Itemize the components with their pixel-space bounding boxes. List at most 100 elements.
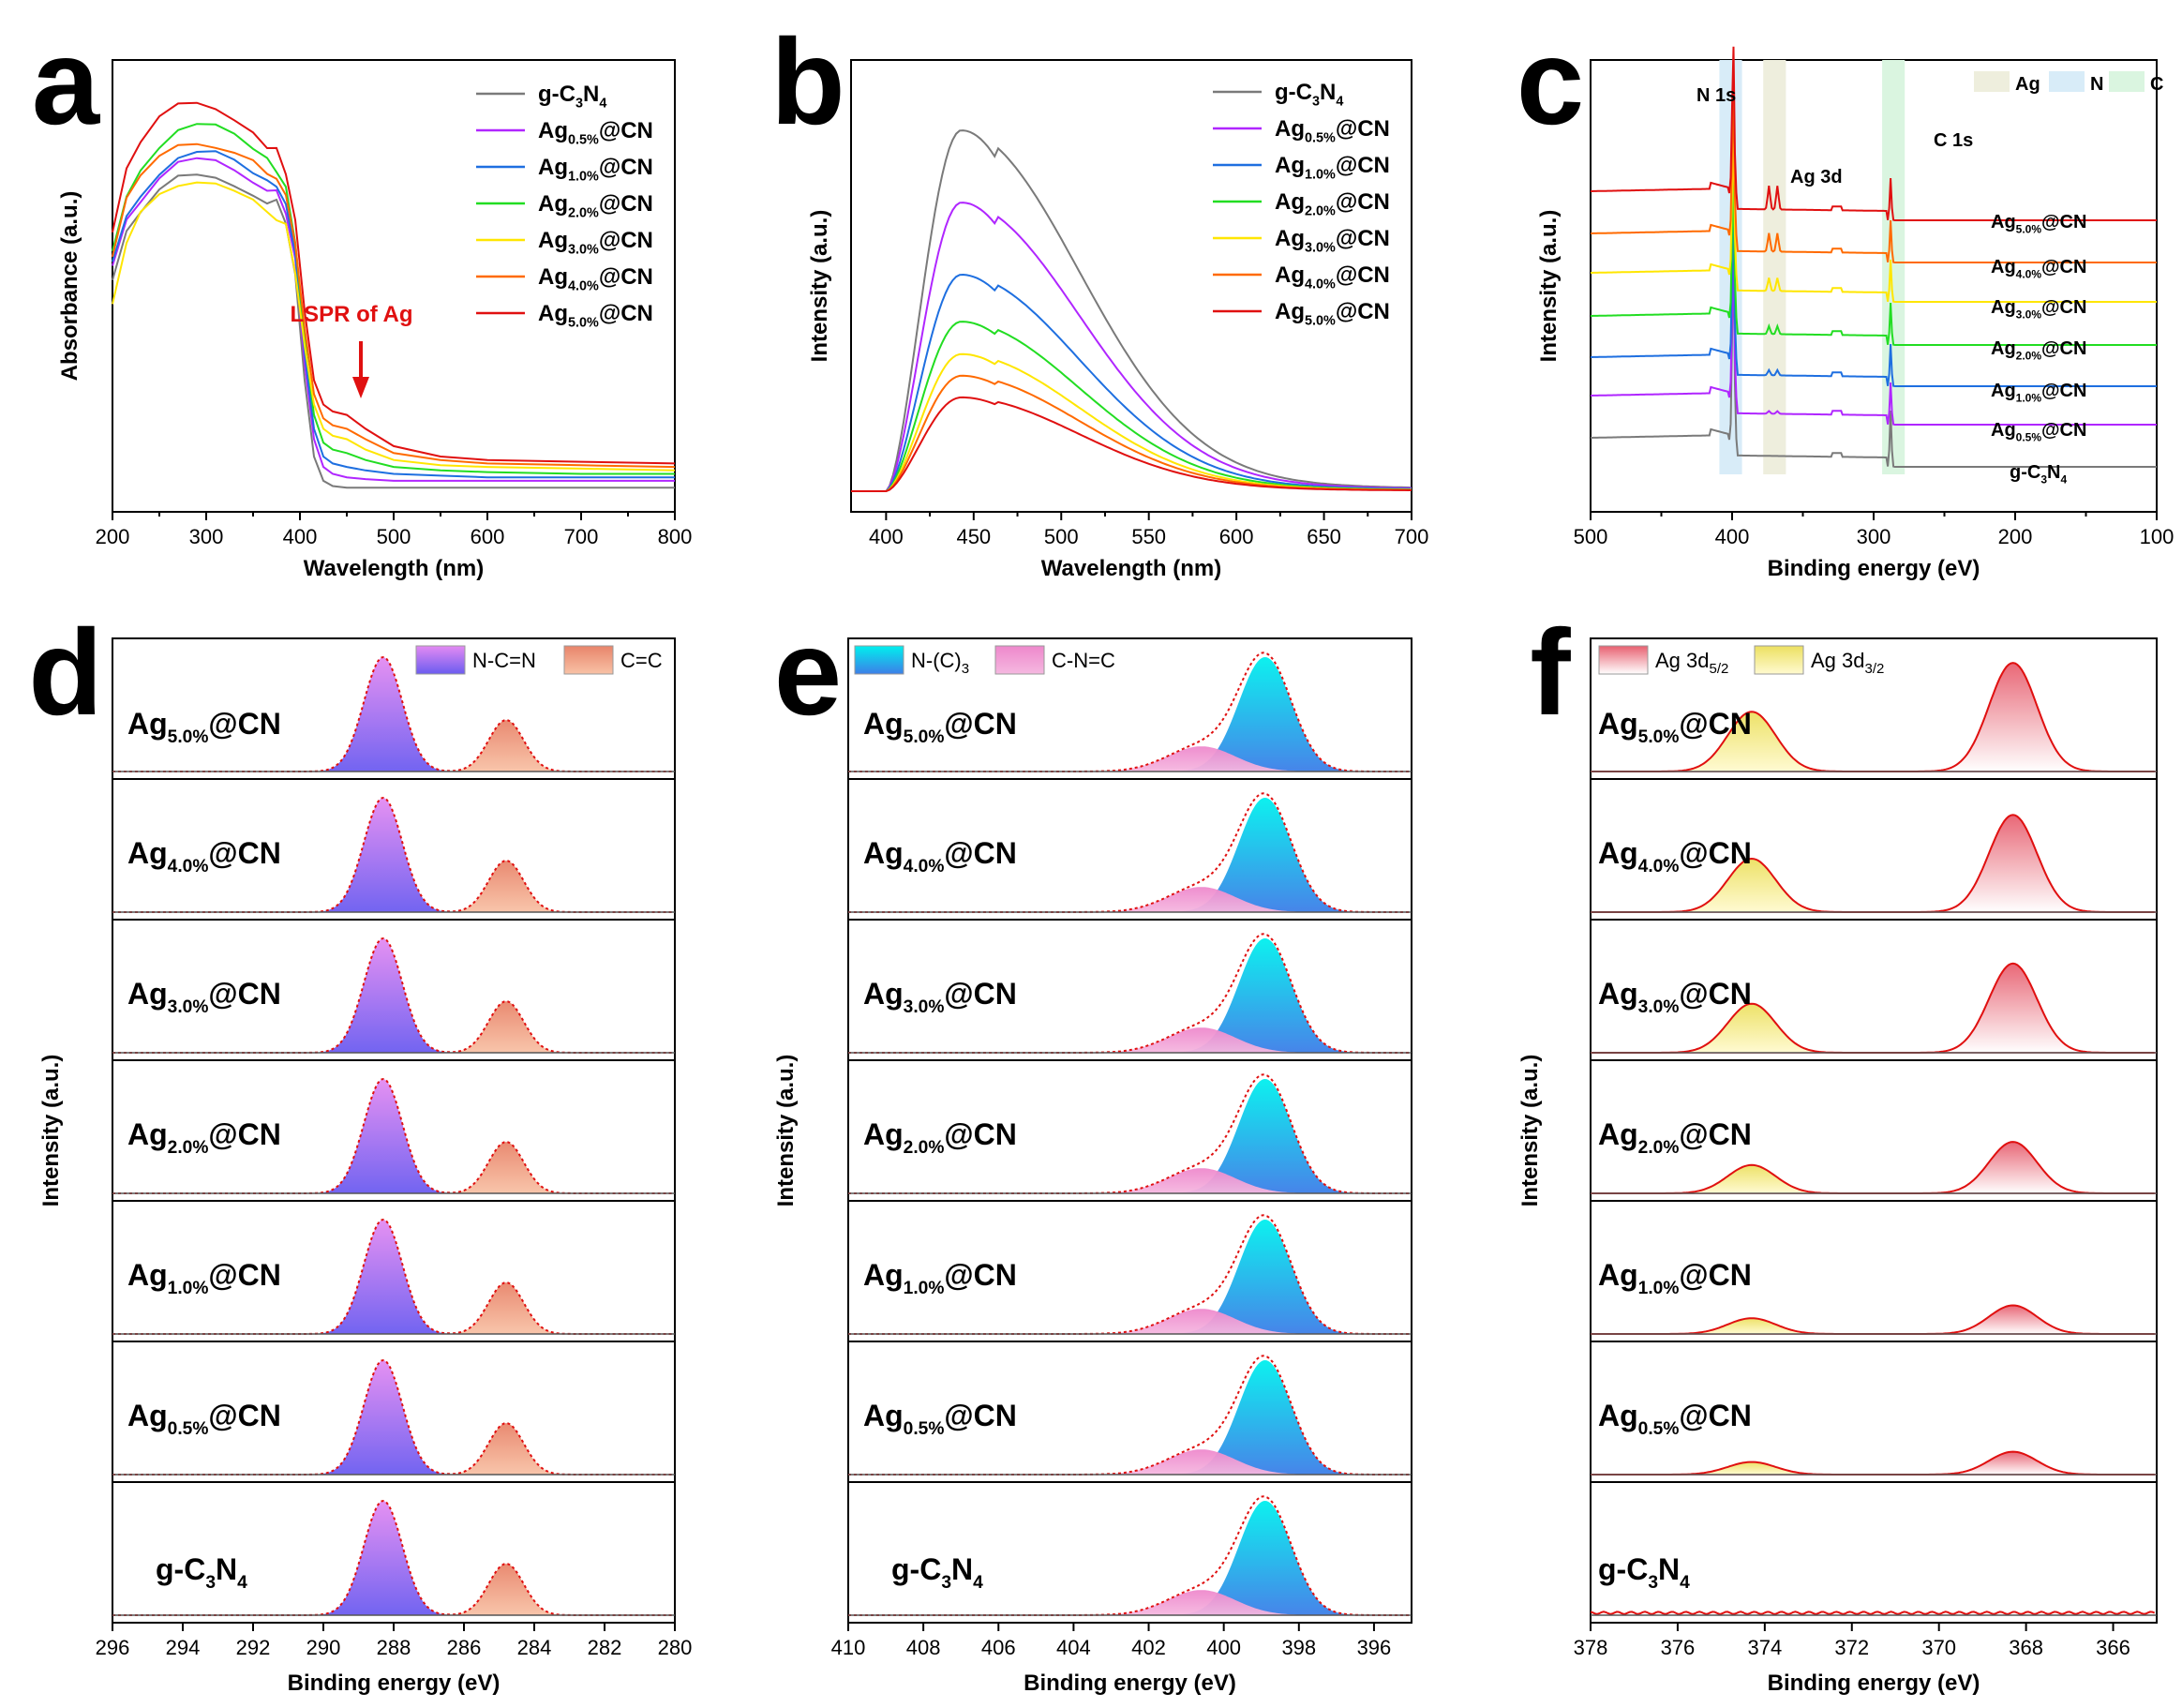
panel-letter-b: b — [770, 13, 844, 150]
x-axis-label: Binding energy (eV) — [1768, 556, 1980, 581]
stack-row: Ag1.0%@CN — [112, 1200, 676, 1342]
row-frame — [847, 1059, 1412, 1202]
x-tick-label: 600 — [1219, 525, 1254, 548]
x-tick-label: 200 — [96, 525, 130, 548]
stack-row: Ag1.0%@CN — [1590, 1200, 2158, 1342]
legend-label: Ag3.0%@CN — [538, 228, 653, 258]
x-tick-label: 398 — [1281, 1636, 1316, 1659]
peak-Ag3d32 — [1591, 1164, 2157, 1193]
panel-letter-d: d — [28, 604, 102, 741]
series-line-6 — [112, 101, 676, 465]
y-axis-label: Intensity (a.u.) — [807, 210, 832, 363]
stack-row: Ag3.0%@CN — [847, 919, 1412, 1061]
legend-label: Ag — [2015, 74, 2040, 95]
y-axis-label: Intensity (a.u.) — [773, 1055, 799, 1207]
sample-label: Ag3.0%@CN — [863, 977, 1017, 1017]
stack-row: Ag4.0%@CN — [1590, 778, 2158, 921]
legend-swatch — [563, 645, 614, 675]
legend-label: Ag2.0%@CN — [1275, 189, 1390, 219]
peak-Ag3d32 — [1591, 712, 2157, 772]
series-line-1 — [112, 157, 675, 482]
x-axis-label: Wavelength (nm) — [304, 556, 484, 581]
peak-NC3 — [848, 1360, 1412, 1475]
peak-Ag3d32 — [1591, 1461, 2157, 1475]
band-C — [1882, 60, 1906, 474]
x-tick-label: 700 — [1395, 525, 1429, 548]
lspr-arrowhead — [352, 377, 369, 398]
y-axis-label: Intensity (a.u.) — [38, 1055, 64, 1207]
fit-envelope — [1591, 662, 2155, 772]
legend-swatch — [415, 645, 466, 675]
x-tick-label: 280 — [658, 1636, 693, 1659]
legend-label: Ag1.0%@CN — [538, 155, 653, 185]
peak-NCN — [112, 798, 675, 912]
x-tick-label: 408 — [906, 1636, 941, 1659]
panel-letter-f: f — [1530, 604, 1571, 741]
series-line-2 — [112, 150, 675, 479]
fit-envelope — [1591, 1304, 2155, 1335]
x-tick-label: 296 — [96, 1636, 130, 1659]
y-axis-label: Intensity (a.u.) — [1517, 1055, 1543, 1207]
row-frame — [847, 1481, 1412, 1624]
stack-row: Ag5.0%@CN — [112, 637, 676, 780]
peak-NC3 — [848, 1079, 1412, 1193]
stack-row: Ag0.5%@CN — [112, 1341, 676, 1483]
series-line-4 — [1591, 127, 2157, 303]
sample-label: Ag1.0%@CN — [1598, 1258, 1752, 1298]
fit-envelope — [1590, 1611, 2156, 1615]
legend-swatch — [1754, 645, 1804, 675]
stack-row: Ag3.0%@CN — [112, 919, 676, 1061]
series-line-6 — [851, 396, 1412, 492]
stack-row: g-C3N4 — [1590, 1481, 2158, 1624]
x-tick-label: 300 — [1857, 525, 1891, 548]
legend-label: C=C — [620, 649, 663, 672]
legend-label: Ag4.0%@CN — [1275, 262, 1390, 292]
x-tick-label: 292 — [236, 1636, 271, 1659]
series-line-4 — [851, 352, 1412, 492]
stack-row: g-C3N4 — [847, 1481, 1412, 1624]
sample-label: Ag1.0%@CN — [127, 1258, 281, 1298]
peak-label: N 1s — [1696, 85, 1736, 106]
x-tick-label: 200 — [1998, 525, 2033, 548]
stack-row: Ag3.0%@CN — [1590, 919, 2158, 1061]
legend-label: Ag5.0%@CN — [1275, 299, 1390, 329]
sample-label: g-C3N4 — [891, 1552, 983, 1593]
x-tick-label: 366 — [2096, 1636, 2130, 1659]
x-tick-label: 402 — [1131, 1636, 1166, 1659]
sample-label: Ag3.0%@CN — [127, 977, 281, 1017]
peak-Ag3d52 — [1591, 1304, 2157, 1335]
x-tick-label: 370 — [1921, 1636, 1956, 1659]
row-frame — [1590, 1200, 2158, 1342]
peak-NCN — [112, 1501, 675, 1615]
x-axis-label: Binding energy (eV) — [1768, 1671, 1980, 1696]
legend-label: Ag0.5%@CN — [1275, 116, 1390, 146]
stack-row: g-C3N4 — [112, 1481, 676, 1624]
sample-label: Ag3.0%@CN — [1598, 977, 1752, 1017]
legend-swatch — [1974, 71, 2010, 92]
sample-label: Ag0.5%@CN — [1991, 420, 2086, 444]
series-line-0 — [112, 173, 675, 489]
sample-label: Ag5.0%@CN — [127, 707, 281, 747]
peak-label: Ag 3d — [1790, 167, 1843, 187]
peak-Ag3d32 — [1591, 859, 2157, 912]
series-line-6 — [1591, 46, 2157, 221]
stack-row: Ag1.0%@CN — [847, 1200, 1412, 1342]
sample-label: Ag2.0%@CN — [1991, 338, 2086, 363]
fit-envelope — [848, 1495, 1410, 1616]
panel-letter-c: c — [1517, 13, 1584, 150]
series-line-0 — [1591, 236, 2157, 468]
sample-label: Ag5.0%@CN — [863, 707, 1017, 747]
series-line-3 — [1591, 171, 2157, 346]
stack-row: Ag2.0%@CN — [847, 1059, 1412, 1202]
sample-label: Ag1.0%@CN — [1991, 381, 2086, 405]
x-tick-label: 284 — [517, 1636, 552, 1659]
series-line-5 — [112, 142, 676, 469]
series-line-0 — [851, 129, 1412, 492]
row-frame — [847, 1200, 1412, 1342]
x-tick-label: 294 — [166, 1636, 201, 1659]
x-tick-label: 410 — [831, 1636, 866, 1659]
sample-label: Ag4.0%@CN — [863, 836, 1017, 876]
y-axis-label: Absorbance (a.u.) — [57, 191, 82, 382]
panel-d: Ag5.0%@CN Ag4.0%@CN Ag3.0%@CN Ag2.0%@CN Ag1.… — [28, 604, 692, 1696]
